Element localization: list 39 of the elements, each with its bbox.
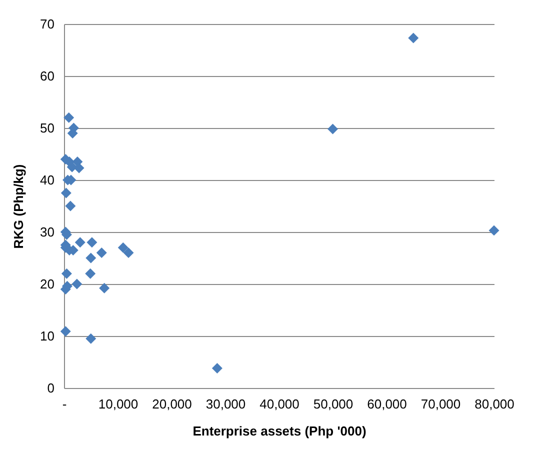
point [60,188,72,198]
x-tick-label: 70,000 [420,396,461,412]
point [86,333,96,344]
point [212,362,222,374]
x-tick-label: - [62,396,67,412]
point [123,248,134,258]
point [72,278,82,290]
y-tick-label: 30 [40,224,54,240]
y-tick-label: 40 [40,172,54,188]
point [65,200,76,212]
x-tick-label: 80,000 [474,396,514,412]
point [488,225,500,236]
x-tick-label: 30,000 [206,396,246,412]
y-tick-label: 50 [40,120,54,136]
x-tick-label: 50,000 [313,396,354,412]
x-tick-label: 20,000 [152,396,192,412]
point [85,268,96,279]
point [61,268,72,279]
y-axis-title: RKG (Php/kg) [11,164,26,249]
y-tick-label: 60 [40,68,54,84]
y-tick-label: 10 [40,328,54,344]
y-tick-label: 20 [40,276,54,292]
point [64,112,74,123]
y-tick-label: 0 [47,380,54,396]
y-tick-label: 70 [40,16,54,32]
point [118,242,128,253]
point [86,237,98,248]
point [60,326,71,337]
point [408,32,419,44]
point [74,237,86,248]
point [328,124,338,134]
x-tick-label: 60,000 [367,396,407,412]
point [99,282,110,294]
x-tick-label: 10,000 [98,396,138,412]
point [86,252,96,264]
point [96,248,107,258]
x-axis-title: Enterprise assets (Php '000) [192,424,366,438]
point [74,162,84,174]
x-tick-label: 40,000 [260,396,300,412]
